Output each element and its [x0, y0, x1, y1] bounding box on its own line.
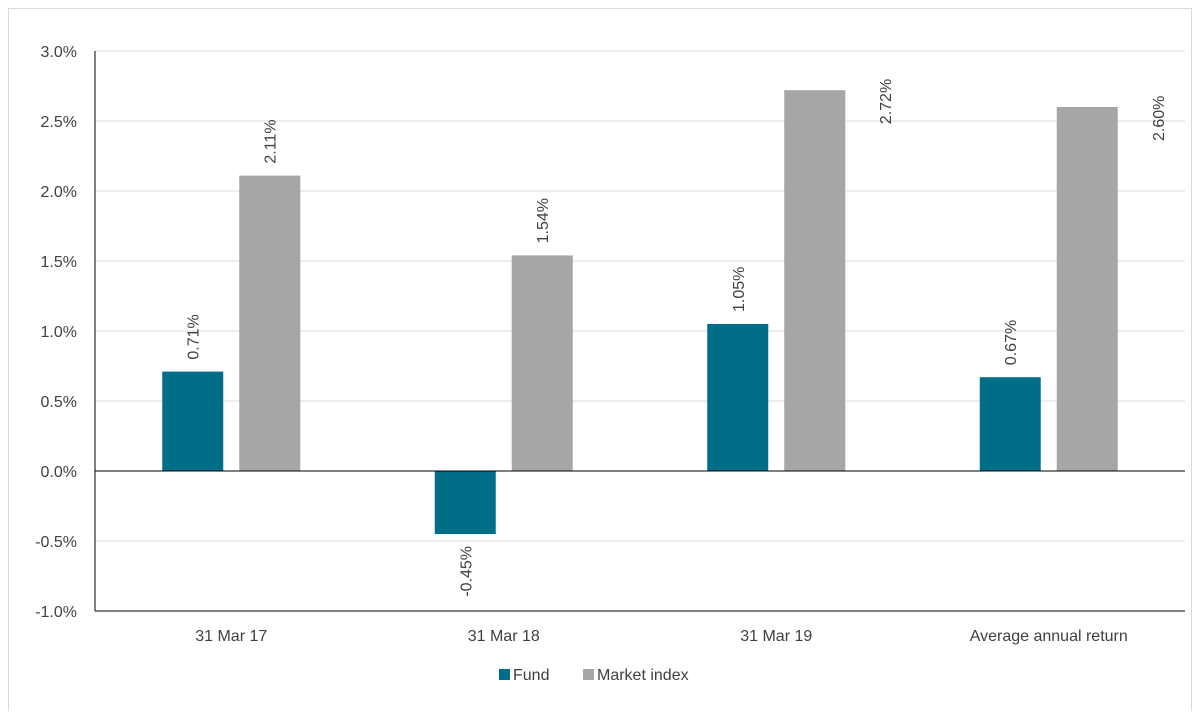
data-label: 2.60% [1151, 96, 1168, 141]
legend: Fund Market index [499, 667, 689, 684]
y-tick-label: -1.0% [35, 604, 77, 621]
x-category-label: 31 Mar 17 [195, 628, 267, 645]
bar-fund [434, 471, 496, 534]
y-tick-label: 3.0% [41, 44, 77, 61]
data-label: 2.72% [878, 79, 895, 124]
chart-frame: 3.0% 2.5% 2.0% 1.5% 1.0% 0.5% 0.0% -0.5% -1.0% 31… [8, 8, 1192, 711]
x-category-label: 31 Mar 19 [740, 628, 812, 645]
data-label: 1.05% [731, 267, 748, 312]
data-labels: 0.71% 2.11% -0.45% 1.54% 1.05% 2.72% 0.67% 2.60… [186, 79, 1168, 597]
legend-swatch-market-index [583, 669, 594, 680]
y-tick-label: 2.5% [41, 114, 77, 131]
bar-market-index [784, 90, 846, 471]
bars [162, 90, 1118, 534]
y-tick-label: 2.0% [41, 184, 77, 201]
data-label: 2.11% [263, 119, 280, 163]
data-label: 1.54% [535, 198, 552, 243]
bar-fund [707, 324, 769, 471]
axes: 3.0% 2.5% 2.0% 1.5% 1.0% 0.5% 0.0% -0.5% -1.0% 31… [35, 44, 1185, 645]
data-label: 0.67% [1003, 320, 1020, 365]
data-label: 0.71% [186, 314, 203, 359]
bar-market-index [1056, 107, 1118, 471]
bar-chart: 3.0% 2.5% 2.0% 1.5% 1.0% 0.5% 0.0% -0.5% -1.0% 31… [35, 44, 1185, 684]
legend-swatch-fund [499, 669, 510, 680]
y-tick-label: 1.5% [41, 254, 77, 271]
y-tick-label: 0.0% [41, 464, 77, 481]
bar-market-index [511, 255, 573, 471]
bar-fund [162, 371, 224, 471]
legend-label: Fund [513, 667, 549, 684]
y-tick-label: 1.0% [41, 324, 77, 341]
x-category-label: Average annual return [970, 628, 1128, 645]
bar-market-index [239, 175, 301, 471]
data-label: -0.45% [458, 546, 475, 597]
bar-fund [979, 377, 1041, 471]
y-tick-label: 0.5% [41, 394, 77, 411]
y-tick-label: -0.5% [35, 534, 77, 551]
legend-label: Market index [597, 667, 689, 684]
x-category-label: 31 Mar 18 [468, 628, 540, 645]
